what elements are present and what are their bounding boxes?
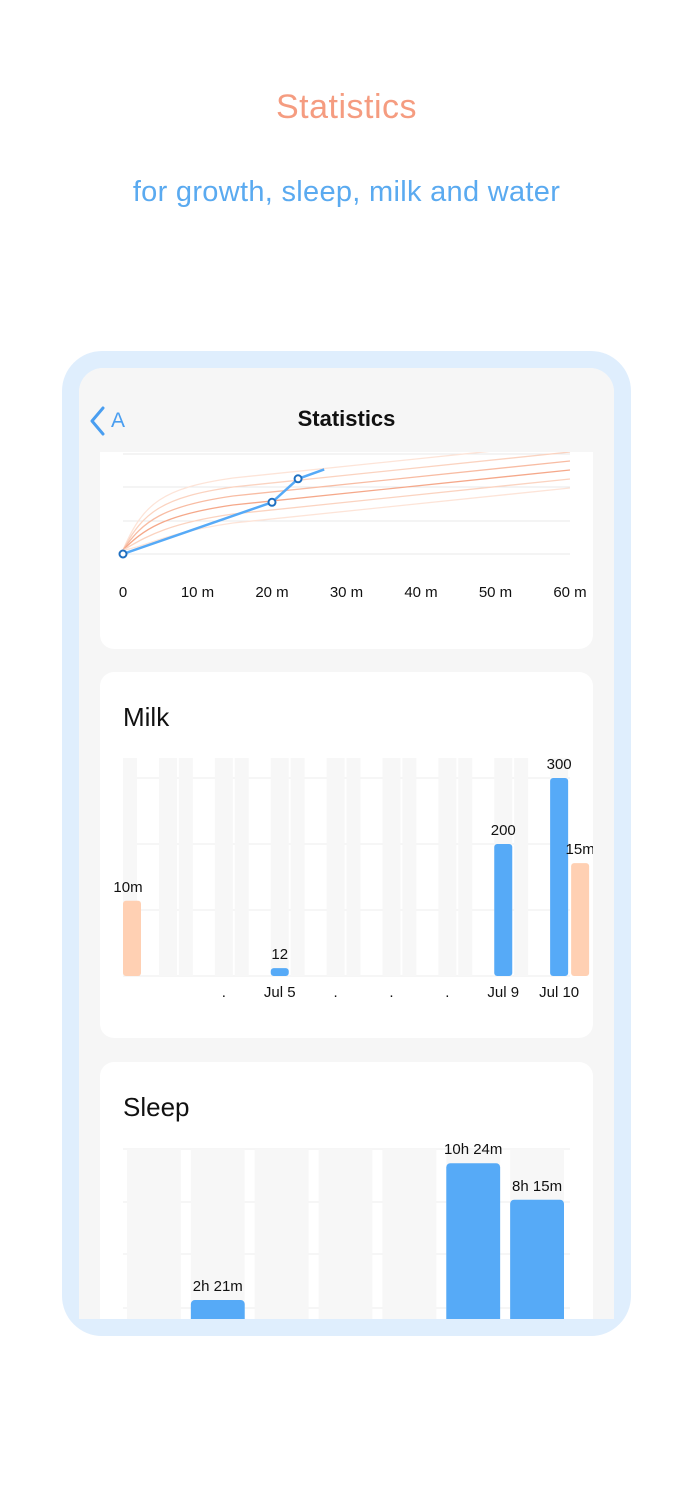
x-tick-label: 60 m (553, 584, 586, 601)
growth-data-point (293, 474, 303, 484)
back-button[interactable]: A (89, 404, 125, 438)
chevron-left-icon (89, 406, 105, 436)
water-bar-label: 15m (566, 841, 593, 858)
bar-background (382, 758, 401, 976)
hero-title: Statistics (275, 88, 418, 126)
bar-background (382, 1149, 437, 1319)
sleep-bar-label: 10h 24m (444, 1141, 502, 1158)
reference-curve (122, 451, 571, 551)
bar-background (326, 758, 345, 976)
x-tick-label: 0 (119, 584, 127, 601)
growth-data-point (267, 497, 277, 507)
sleep-bar (510, 1199, 564, 1319)
x-tick-label: 40 m (404, 584, 437, 601)
x-tick-label: . (445, 984, 449, 1001)
sleep-card: Sleep 2h 21m 10h 24m 8h 15m (100, 1062, 593, 1319)
milk-bar (494, 844, 513, 976)
growth-chart: 0 10 m 20 m 30 m 40 m 50 m 60 m (118, 442, 587, 601)
x-tick-label: . (222, 984, 226, 1001)
bar-background (318, 1149, 373, 1319)
sleep-card-title: Sleep (123, 1092, 190, 1122)
x-tick-label: 50 m (479, 584, 512, 601)
growth-card: 0 10 m 20 m 30 m 40 m 50 m 60 m (100, 438, 593, 649)
nav-bar: A Statistics (79, 368, 614, 452)
x-tick-label: Jul 9 (487, 984, 519, 1001)
milk-bar-label: 200 (491, 822, 516, 839)
bar-background (178, 758, 193, 976)
milk-chart: 10m. 12 Jul 5.. . 200 Jul 9 300 15m Jul 10 (113, 756, 593, 1001)
bar-background (270, 758, 289, 976)
x-tick-label: Jul 5 (264, 984, 296, 1001)
milk-bar-label: 12 (271, 946, 288, 963)
growth-data-point (118, 549, 128, 559)
reference-curve (122, 469, 571, 551)
x-tick-label: Jul 10 (539, 984, 579, 1001)
screen-title: Statistics (297, 406, 396, 431)
bar-background (290, 758, 305, 976)
reference-curve (122, 487, 571, 551)
reference-curve (122, 442, 571, 551)
bar-background (254, 1149, 309, 1319)
reference-curve (122, 460, 571, 551)
bar-background (127, 1149, 181, 1319)
bar-background (159, 758, 177, 976)
x-tick-label: 20 m (255, 584, 288, 601)
bar-background (346, 758, 361, 976)
x-tick-label: . (389, 984, 393, 1001)
milk-bar (270, 968, 289, 976)
reference-curve (122, 478, 571, 551)
milk-bar (550, 778, 569, 976)
back-button-label: A (111, 409, 126, 432)
sleep-bar (446, 1163, 501, 1319)
bar-background (190, 1149, 245, 1319)
sleep-bar-label: 2h 21m (193, 1278, 243, 1295)
milk-card-title: Milk (123, 702, 170, 732)
bar-background (402, 758, 417, 976)
milk-bar-label: 300 (547, 756, 572, 773)
growth-series-line (122, 468, 325, 556)
phone-screen: 0 10 m 20 m 30 m 40 m 50 m 60 m Milk 10m. 12 Jul… (79, 368, 614, 1319)
sleep-bar (190, 1300, 245, 1319)
bar-background (438, 758, 457, 976)
bar-background (458, 758, 473, 976)
bar-background (514, 758, 529, 976)
x-tick-label: . (334, 984, 338, 1001)
sleep-bar-label: 8h 15m (512, 1178, 562, 1195)
water-bar (123, 900, 141, 976)
bar-background (234, 758, 249, 976)
x-tick-label: 30 m (330, 584, 363, 601)
water-bar-label: 10m (113, 879, 142, 896)
bar-background (214, 758, 233, 976)
sleep-chart: 2h 21m 10h 24m 8h 15m (123, 1141, 570, 1319)
hero-subtitle: for growth, sleep, milk and water (132, 176, 561, 208)
x-tick-label: 10 m (181, 584, 214, 601)
milk-card: Milk 10m. 12 Jul 5... 200 Jul 9 300 15m Jul 10 (100, 672, 593, 1038)
water-bar (571, 863, 590, 976)
